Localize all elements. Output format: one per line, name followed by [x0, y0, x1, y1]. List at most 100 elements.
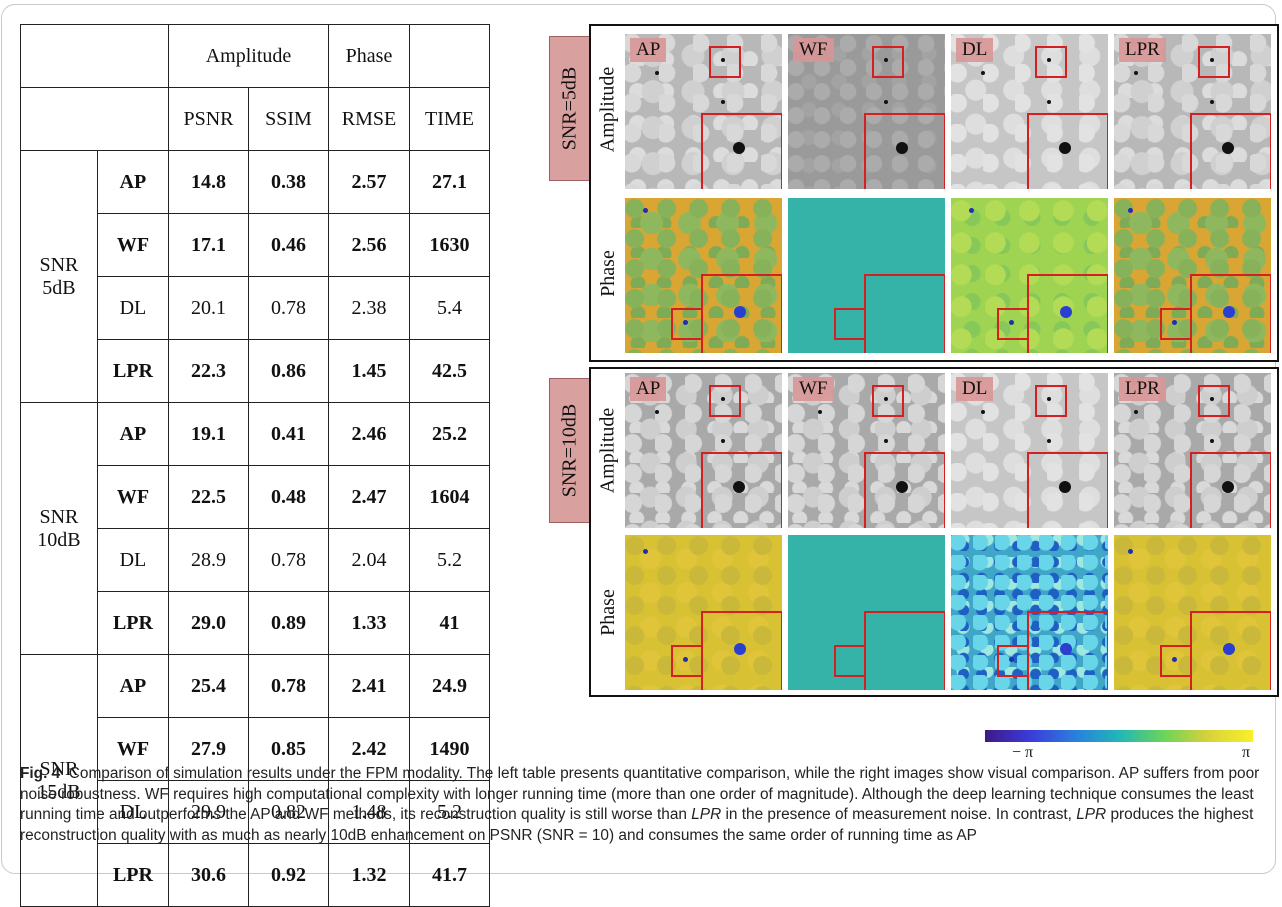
- cell-time: 25.2: [409, 402, 490, 466]
- method-label: DL: [956, 377, 994, 401]
- cell-time: 24.9: [409, 654, 490, 718]
- panel-snr-5db: Amplitude Phase AP WF DL LPR: [589, 24, 1279, 362]
- method-label: LPR: [1119, 38, 1166, 62]
- cell-ssim: 0.78: [248, 276, 329, 340]
- row-label-phase: Phase: [596, 250, 619, 297]
- header-empty-cell-2: [409, 24, 490, 88]
- header-psnr: PSNR: [168, 87, 249, 151]
- cell-rmse: 2.47: [328, 465, 410, 529]
- table-header-row-2: PSNR SSIM RMSE TIME: [20, 87, 490, 151]
- method-label: AP: [630, 38, 667, 62]
- colorbar-min-label: − π: [1012, 744, 1034, 761]
- cell-psnr: 29.9: [168, 780, 249, 844]
- row-label-amplitude: Amplitude: [596, 407, 619, 494]
- snr-5db-label: SNR=5dB: [549, 36, 590, 181]
- amp-wf-5db: WF: [788, 34, 945, 189]
- cell-method: DL: [96, 780, 170, 844]
- colorbar-max-label: π: [1242, 744, 1251, 761]
- row-label-amplitude: Amplitude: [596, 66, 619, 153]
- table-row: SNR 10dB AP 19.1 0.41 2.46 25.2: [20, 402, 490, 655]
- method-label: DL: [956, 38, 994, 62]
- caption-text-3: produces the highest reconstruction qual…: [20, 806, 1254, 844]
- caption-text-1: Comparison of simulation results under t…: [20, 765, 1260, 823]
- cell-ssim: 0.89: [248, 591, 329, 655]
- phase-wf-10db: [788, 535, 945, 690]
- method-label: WF: [793, 377, 834, 401]
- table-row: WF 27.9 0.85 2.42 1490: [21, 717, 490, 781]
- cell-ssim: 0.82: [248, 780, 329, 844]
- results-table: Amplitude Phase PSNR SSIM RMSE TIME SNR …: [20, 24, 490, 907]
- caption-lpr-1: LPR: [691, 806, 722, 823]
- table-row: SNR 5dB AP 14.8 0.38 2.57 27.1: [20, 150, 490, 403]
- cell-method: AP: [96, 654, 170, 718]
- header-ssim: SSIM: [248, 87, 329, 151]
- method-label: LPR: [1119, 377, 1166, 401]
- cell-method: WF: [96, 465, 170, 529]
- amp-ap-10db: AP: [625, 373, 782, 528]
- table-row: DL 20.1 0.78 2.38 5.4: [21, 276, 490, 340]
- cell-time: 1490: [409, 717, 490, 781]
- caption-label: Fig. 4: [20, 765, 61, 782]
- cell-time: 1604: [409, 465, 490, 529]
- cell-psnr: 14.8: [168, 150, 249, 214]
- group-label: SNR 5dB: [20, 150, 98, 403]
- cell-ssim: 0.78: [248, 654, 329, 718]
- cell-time: 5.4: [409, 276, 490, 340]
- caption-lpr-2: LPR: [1076, 806, 1107, 823]
- amp-lpr-5db: LPR: [1114, 34, 1271, 189]
- cell-method: DL: [96, 528, 170, 592]
- cell-time: 1630: [409, 213, 490, 277]
- cell-psnr: 25.4: [168, 654, 249, 718]
- group-label: SNR 10dB: [20, 402, 98, 655]
- cell-psnr: 19.1: [168, 402, 249, 466]
- method-label: AP: [630, 377, 667, 401]
- cell-method: WF: [96, 213, 170, 277]
- cell-psnr: 28.9: [168, 528, 249, 592]
- cell-rmse: 2.42: [328, 717, 410, 781]
- amp-dl-5db: DL: [951, 34, 1108, 189]
- phase-lpr-5db: [1114, 198, 1271, 353]
- phase-ap-5db: [625, 198, 782, 353]
- cell-psnr: 20.1: [168, 276, 249, 340]
- panel-snr-10db: Amplitude Phase AP WF DL LPR: [589, 367, 1279, 697]
- cell-ssim: 0.46: [248, 213, 329, 277]
- amp-wf-10db: WF: [788, 373, 945, 528]
- cell-rmse: 2.04: [328, 528, 410, 592]
- header-amplitude: Amplitude: [168, 24, 329, 88]
- cell-ssim: 0.92: [248, 843, 329, 907]
- cell-method: AP: [96, 402, 170, 466]
- phase-lpr-10db: [1114, 535, 1271, 690]
- header-time: TIME: [409, 87, 490, 151]
- cell-time: 41.7: [409, 843, 490, 907]
- table-row: LPR 22.3 0.86 1.45 42.5: [21, 339, 490, 403]
- cell-method: WF: [96, 717, 170, 781]
- phase-dl-10db: [951, 535, 1108, 690]
- cell-ssim: 0.78: [248, 528, 329, 592]
- phase-wf-5db: [788, 198, 945, 353]
- table-row: SNR 15dB AP 25.4 0.78 2.41 24.9: [20, 654, 490, 907]
- figure-caption: Fig. 4 Comparison of simulation results …: [20, 764, 1265, 846]
- amp-lpr-10db: LPR: [1114, 373, 1271, 528]
- cell-time: 41: [409, 591, 490, 655]
- cell-time: 27.1: [409, 150, 490, 214]
- table-row: LPR 29.0 0.89 1.33 41: [21, 591, 490, 655]
- table-header-row-1: Amplitude Phase: [20, 24, 490, 88]
- header-rmse: RMSE: [328, 87, 410, 151]
- caption-text-2: in the presence of measurement noise. In…: [721, 806, 1077, 823]
- cell-time: 5.2: [409, 528, 490, 592]
- cell-ssim: 0.48: [248, 465, 329, 529]
- header-phase: Phase: [328, 24, 410, 88]
- header-empty-cell-3: [20, 87, 169, 151]
- table-row: DL 29.9 0.82 1.48 5.2: [21, 780, 490, 844]
- cell-ssim: 0.41: [248, 402, 329, 466]
- phase-ap-10db: [625, 535, 782, 690]
- cell-method: LPR: [96, 339, 170, 403]
- cell-rmse: 2.41: [328, 654, 410, 718]
- group-label: SNR 15dB: [20, 654, 98, 907]
- phase-colorbar: [985, 730, 1253, 742]
- row-label-phase: Phase: [596, 589, 619, 636]
- cell-method: AP: [96, 150, 170, 214]
- cell-time: 5.2: [409, 780, 490, 844]
- table-row: WF 22.5 0.48 2.47 1604: [21, 465, 490, 529]
- cell-rmse: 1.32: [328, 843, 410, 907]
